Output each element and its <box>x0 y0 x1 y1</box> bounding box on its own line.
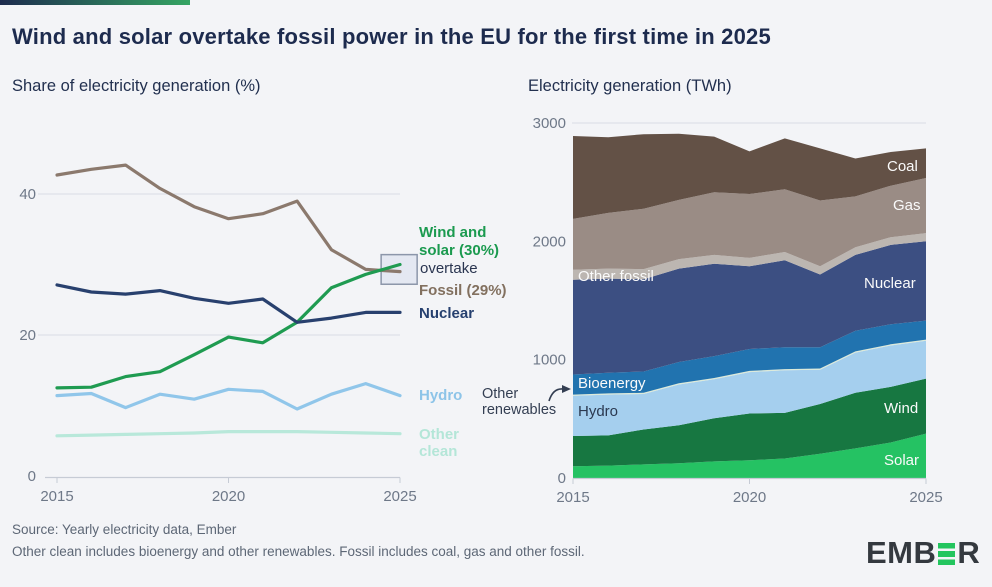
fossil-line-label: Fossil (29%) <box>419 282 507 299</box>
area-bioenergy <box>573 320 926 395</box>
other-clean-line-label-line1: Other <box>419 426 460 443</box>
left-xtick-2025: 2025 <box>383 488 416 505</box>
line-fossil <box>55 163 402 274</box>
other-renewables-annotation-line1: Other <box>482 386 519 402</box>
other-fossil-area-label: Other fossil <box>578 268 654 285</box>
wind-area-label: Wind <box>884 400 919 417</box>
wind-solar-line-label-line1: Wind and <box>419 224 487 241</box>
wind-solar-line-label: Wind and solar (30%) <box>419 224 499 260</box>
other-renewables-annotation-line2: renewables <box>482 402 557 418</box>
other-clean-line-label-line2: clean <box>419 443 458 460</box>
nuclear-area-label: Nuclear <box>864 275 916 292</box>
right-chart: 0 1000 2000 3000 2015 2020 2025 <box>533 115 943 506</box>
right-chart-title: Electricity generation (TWh) <box>528 77 732 95</box>
right-ytick-1000: 1000 <box>533 352 566 369</box>
overtake-label: overtake <box>420 260 478 277</box>
solar-area-label: Solar <box>884 452 920 469</box>
left-xtick-2015: 2015 <box>40 488 73 505</box>
other-renewables-arrowhead-icon <box>562 385 571 393</box>
right-xtick-2015: 2015 <box>556 489 589 506</box>
right-ytick-0: 0 <box>558 470 566 487</box>
bioenergy-area-label: Bioenergy <box>578 375 646 392</box>
right-xtick-2020: 2020 <box>733 489 766 506</box>
line-hydro <box>55 382 402 411</box>
left-ytick-20: 20 <box>19 327 36 344</box>
ember-logo-text-prefix: EMB <box>866 535 937 570</box>
area-coal <box>573 133 926 219</box>
other-clean-line-label: Other clean <box>419 426 459 460</box>
area-gas <box>573 178 926 270</box>
area-other-renewables <box>573 339 926 396</box>
area-wind <box>573 378 926 467</box>
ember-logo: EMB R <box>866 535 980 571</box>
area-solar <box>573 433 926 478</box>
hydro-area-label: Hydro <box>578 403 619 420</box>
area-nuclear <box>573 241 926 375</box>
right-ytick-3000: 3000 <box>533 115 566 132</box>
left-chart: 0 20 40 2015 2020 2025 <box>19 163 418 505</box>
line-other-clean <box>55 430 402 438</box>
area-other-fossil <box>573 233 926 280</box>
accent-bar <box>0 0 190 5</box>
right-ytick-2000: 2000 <box>533 233 566 250</box>
left-chart-title: Share of electricity generation (%) <box>12 77 261 95</box>
line-wind-and-solar <box>55 262 402 390</box>
left-ytick-0: 0 <box>28 468 36 485</box>
source-note: Source: Yearly electricity data, Ember <box>12 522 237 537</box>
other-renewables-arrow <box>548 388 564 402</box>
nuclear-line-label: Nuclear <box>419 305 475 322</box>
gas-area-label: Gas <box>893 197 921 214</box>
ember-logo-text-suffix: R <box>957 535 981 570</box>
left-xtick-2020: 2020 <box>212 488 245 505</box>
area-hydro <box>573 340 926 436</box>
wind-solar-line-label-line2: solar (30%) <box>419 242 500 259</box>
right-xtick-2025: 2025 <box>909 489 942 506</box>
methodology-note: Other clean includes bioenergy and other… <box>12 544 585 559</box>
ember-logo-e-bars-icon <box>938 543 956 565</box>
hydro-line-label: Hydro <box>419 387 463 404</box>
coal-area-label: Coal <box>887 158 918 175</box>
line-nuclear <box>55 283 402 324</box>
other-renewables-annotation: Other renewables <box>482 386 556 418</box>
page-title: Wind and solar overtake fossil power in … <box>12 24 771 49</box>
left-ytick-40: 40 <box>19 186 36 203</box>
